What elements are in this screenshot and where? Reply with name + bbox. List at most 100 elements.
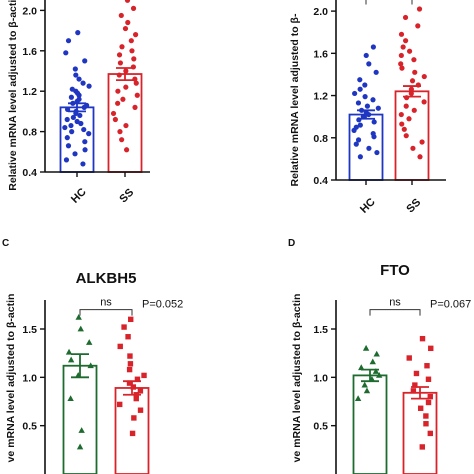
data-point xyxy=(363,109,369,116)
plot-area xyxy=(348,6,430,181)
data-point xyxy=(410,388,417,394)
data-point xyxy=(137,407,144,413)
data-point xyxy=(427,393,433,400)
data-point xyxy=(123,147,130,153)
data-point xyxy=(403,133,409,139)
bar-0 xyxy=(348,113,384,181)
panel-B: 0.40.81.21.62.0HCSSPRelative mRNA level … xyxy=(289,0,446,216)
data-point xyxy=(134,92,140,98)
data-point xyxy=(366,145,372,151)
y-tick-label: 0.5 xyxy=(313,421,328,433)
y-tick-label: 2.0 xyxy=(22,5,37,17)
data-point xyxy=(408,86,414,92)
data-point xyxy=(65,143,72,149)
x-tick-label: SS xyxy=(117,186,136,205)
data-point xyxy=(424,363,430,369)
chart-title: FTO xyxy=(380,262,410,279)
data-point xyxy=(355,137,362,143)
x-tick-label: HC xyxy=(69,186,89,206)
data-point xyxy=(120,96,126,102)
data-point xyxy=(77,325,84,332)
data-point xyxy=(68,94,74,100)
data-point xyxy=(372,368,380,374)
data-point xyxy=(419,139,425,145)
data-point xyxy=(116,72,122,78)
data-point xyxy=(130,384,137,390)
data-point xyxy=(357,77,363,83)
data-point xyxy=(402,14,409,21)
data-point xyxy=(427,430,433,437)
data-point xyxy=(62,124,68,131)
data-point xyxy=(63,50,69,56)
data-point xyxy=(363,52,369,59)
significance-bracket xyxy=(79,309,133,316)
y-tick-label: 1.2 xyxy=(313,91,328,103)
data-point xyxy=(361,381,368,388)
data-point xyxy=(398,61,404,67)
data-point xyxy=(373,350,380,357)
data-point xyxy=(398,111,404,118)
data-point xyxy=(75,30,81,36)
data-point xyxy=(73,72,79,78)
bar-1 xyxy=(394,90,430,181)
data-point xyxy=(355,100,362,106)
data-point xyxy=(401,126,407,132)
data-point xyxy=(375,372,383,378)
data-point xyxy=(423,421,429,427)
data-point xyxy=(362,94,368,100)
data-point xyxy=(119,137,125,143)
data-point xyxy=(131,56,137,62)
data-point xyxy=(122,25,129,32)
panel-label: C xyxy=(2,238,9,249)
data-point xyxy=(141,372,147,379)
data-point xyxy=(137,388,144,394)
data-point xyxy=(115,100,121,106)
panel-A: 0.4 0.8 1.2 1.6 2.0 HC SS Relative mRNA level a… xyxy=(7,0,150,206)
data-point xyxy=(400,44,406,50)
chart-title: ALKBH5 xyxy=(76,270,137,287)
data-point xyxy=(353,124,359,130)
data-point xyxy=(127,361,134,367)
data-point xyxy=(409,78,416,84)
data-point xyxy=(133,80,139,86)
data-point xyxy=(132,104,138,110)
data-point xyxy=(110,110,117,117)
data-point xyxy=(132,76,138,82)
data-point xyxy=(370,97,376,103)
p-value-label: P=0.052 xyxy=(142,299,183,311)
data-point xyxy=(82,139,88,145)
data-point xyxy=(353,141,359,147)
data-point xyxy=(360,114,366,120)
data-point xyxy=(362,344,370,351)
data-point xyxy=(118,12,124,19)
data-point xyxy=(406,48,413,54)
data-point xyxy=(65,38,72,44)
data-point xyxy=(67,356,75,363)
y-tick-label: 1.5 xyxy=(313,324,328,336)
significance-bracket xyxy=(365,0,413,5)
data-point xyxy=(67,395,74,401)
data-point xyxy=(403,103,409,109)
y-axis-label: ve mRNA level adjusted to β-actin xyxy=(5,294,17,463)
data-point xyxy=(403,38,409,44)
x-tick-label: HC xyxy=(358,196,378,216)
y-axis-label: Relative mRNA level adjusted to β- xyxy=(289,13,301,186)
data-point xyxy=(125,19,131,26)
data-point xyxy=(125,334,131,340)
data-point xyxy=(130,5,137,11)
data-point xyxy=(82,147,88,153)
data-point xyxy=(74,118,80,125)
data-point xyxy=(69,129,75,135)
bar-0 xyxy=(62,364,98,474)
data-point xyxy=(352,90,358,97)
data-point xyxy=(421,73,427,80)
y-tick-label: 2.0 xyxy=(313,6,328,18)
data-point xyxy=(403,95,410,101)
data-point xyxy=(87,362,94,369)
data-point xyxy=(112,116,118,123)
data-point xyxy=(124,0,131,3)
significance-label: ns xyxy=(389,297,401,309)
data-point xyxy=(416,6,423,12)
data-point xyxy=(133,395,139,402)
data-point xyxy=(121,324,127,330)
